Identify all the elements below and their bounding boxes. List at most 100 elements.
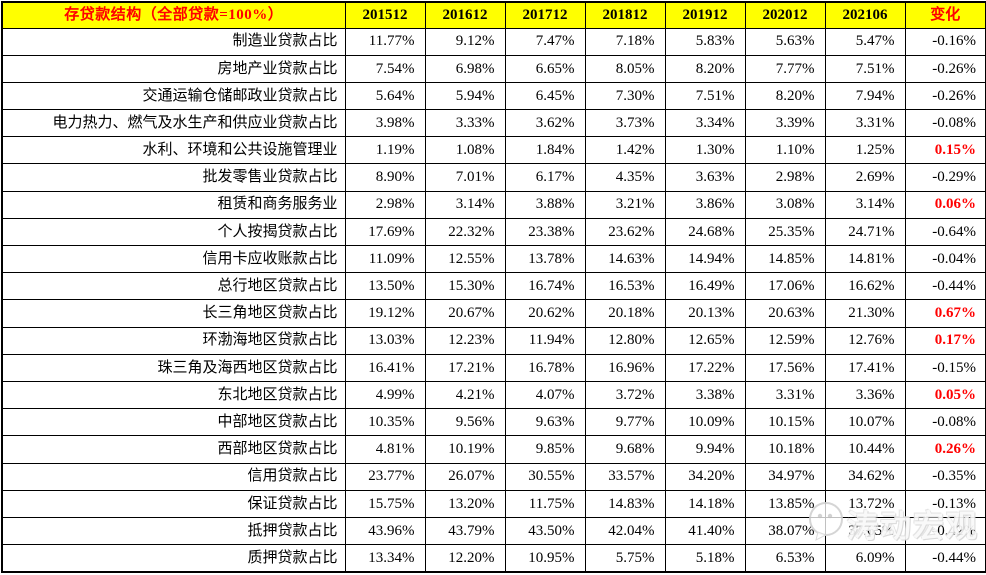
column-header: 201612 xyxy=(424,1,506,29)
value-cell: 1.25% xyxy=(824,136,906,165)
table-row: 西部地区贷款占比 4.81% 10.19% 9.85% 9.68% 9.94% 10.18%… xyxy=(1,435,986,464)
value-cell: 9.77% xyxy=(584,408,666,437)
value-cell: 7.54% xyxy=(344,54,426,83)
table-row: 制造业贷款占比 11.77% 9.12% 7.47% 7.18% 5.83% 5.63% 5.… xyxy=(1,27,986,56)
value-cell: 8.90% xyxy=(344,163,426,192)
value-cell: 43.96% xyxy=(344,516,426,546)
row-label: 制造业贷款占比 xyxy=(1,27,346,56)
value-cell: 1.08% xyxy=(424,136,506,165)
value-cell: 13.85% xyxy=(744,489,826,518)
value-cell: 21.30% xyxy=(824,299,906,328)
value-cell: 37.65% xyxy=(824,516,906,546)
row-label: 长三角地区贷款占比 xyxy=(1,299,346,328)
value-cell: 14.83% xyxy=(584,489,666,518)
value-cell: 5.64% xyxy=(344,81,426,111)
row-label: 抵押贷款占比 xyxy=(1,516,346,546)
value-cell: 7.18% xyxy=(584,27,666,56)
column-header: 202106 xyxy=(824,1,906,29)
value-cell: 7.77% xyxy=(744,54,826,83)
change-cell: -0.42% xyxy=(904,516,986,546)
value-cell: 3.08% xyxy=(744,190,826,219)
header-row: 存贷款结构（全部贷款=100%） 201512 201612 201712 20181… xyxy=(1,1,986,29)
value-cell: 10.15% xyxy=(744,408,826,437)
table-row: 租赁和商务服务业 2.98% 3.14% 3.88% 3.21% 3.86% 3.08% 3.… xyxy=(1,190,986,219)
value-cell: 3.98% xyxy=(344,109,426,138)
value-cell: 7.94% xyxy=(824,81,906,111)
table-row: 批发零售业贷款占比 8.90% 7.01% 6.17% 4.35% 3.63% 2.98% 2… xyxy=(1,163,986,192)
value-cell: 10.18% xyxy=(744,435,826,464)
change-cell: -0.08% xyxy=(904,109,986,138)
value-cell: 43.50% xyxy=(504,516,586,546)
value-cell: 14.85% xyxy=(744,244,826,274)
value-cell: 24.68% xyxy=(664,217,746,247)
table-row: 水利、环境和公共设施管理业 1.19% 1.08% 1.84% 1.42% 1.30% 1.… xyxy=(1,136,986,165)
value-cell: 6.09% xyxy=(824,544,906,573)
value-cell: 16.53% xyxy=(584,272,666,301)
value-cell: 1.30% xyxy=(664,136,746,165)
value-cell: 15.75% xyxy=(344,489,426,518)
value-cell: 13.34% xyxy=(344,544,426,573)
value-cell: 43.79% xyxy=(424,516,506,546)
value-cell: 3.21% xyxy=(584,190,666,219)
change-cell: -0.64% xyxy=(904,217,986,247)
value-cell: 9.56% xyxy=(424,408,506,437)
value-cell: 9.68% xyxy=(584,435,666,464)
change-cell: 0.05% xyxy=(904,380,986,410)
value-cell: 3.38% xyxy=(664,380,746,410)
change-cell: -0.16% xyxy=(904,27,986,56)
row-label: 珠三角及海西地区贷款占比 xyxy=(1,353,346,382)
value-cell: 34.20% xyxy=(664,462,746,491)
value-cell: 2.69% xyxy=(824,163,906,192)
value-cell: 34.62% xyxy=(824,462,906,491)
value-cell: 23.62% xyxy=(584,217,666,247)
row-label: 总行地区贷款占比 xyxy=(1,272,346,301)
value-cell: 17.21% xyxy=(424,353,506,382)
value-cell: 12.80% xyxy=(584,326,666,355)
change-cell: 0.67% xyxy=(904,299,986,328)
value-cell: 20.13% xyxy=(664,299,746,328)
value-cell: 3.62% xyxy=(504,109,586,138)
value-cell: 14.94% xyxy=(664,244,746,274)
value-cell: 30.55% xyxy=(504,462,586,491)
change-cell: 0.15% xyxy=(904,136,986,165)
table-row: 信用卡应收账款占比 11.09% 12.55% 13.78% 14.63% 14.94% 1… xyxy=(1,244,986,274)
value-cell: 20.67% xyxy=(424,299,506,328)
value-cell: 3.33% xyxy=(424,109,506,138)
value-cell: 9.94% xyxy=(664,435,746,464)
value-cell: 14.63% xyxy=(584,244,666,274)
value-cell: 3.86% xyxy=(664,190,746,219)
value-cell: 3.73% xyxy=(584,109,666,138)
value-cell: 16.96% xyxy=(584,353,666,382)
value-cell: 16.74% xyxy=(504,272,586,301)
value-cell: 19.12% xyxy=(344,299,426,328)
row-label: 东北地区贷款占比 xyxy=(1,380,346,410)
value-cell: 13.78% xyxy=(504,244,586,274)
value-cell: 4.99% xyxy=(344,380,426,410)
value-cell: 23.38% xyxy=(504,217,586,247)
value-cell: 6.53% xyxy=(744,544,826,573)
row-label: 租赁和商务服务业 xyxy=(1,190,346,219)
value-cell: 6.45% xyxy=(504,81,586,111)
value-cell: 1.42% xyxy=(584,136,666,165)
change-cell: -0.26% xyxy=(904,54,986,83)
value-cell: 26.07% xyxy=(424,462,506,491)
value-cell: 12.59% xyxy=(744,326,826,355)
row-label: 个人按揭贷款占比 xyxy=(1,217,346,247)
value-cell: 3.14% xyxy=(824,190,906,219)
column-header: 201512 xyxy=(344,1,426,29)
value-cell: 5.47% xyxy=(824,27,906,56)
value-cell: 2.98% xyxy=(344,190,426,219)
value-cell: 13.20% xyxy=(424,489,506,518)
value-cell: 38.07% xyxy=(744,516,826,546)
value-cell: 16.49% xyxy=(664,272,746,301)
change-cell: -0.44% xyxy=(904,544,986,573)
value-cell: 6.65% xyxy=(504,54,586,83)
row-label: 西部地区贷款占比 xyxy=(1,435,346,464)
value-cell: 42.04% xyxy=(584,516,666,546)
value-cell: 5.63% xyxy=(744,27,826,56)
value-cell: 9.12% xyxy=(424,27,506,56)
row-label: 质押贷款占比 xyxy=(1,544,346,573)
table-row: 抵押贷款占比 43.96% 43.79% 43.50% 42.04% 41.40% 38.0… xyxy=(1,516,986,546)
value-cell: 20.63% xyxy=(744,299,826,328)
